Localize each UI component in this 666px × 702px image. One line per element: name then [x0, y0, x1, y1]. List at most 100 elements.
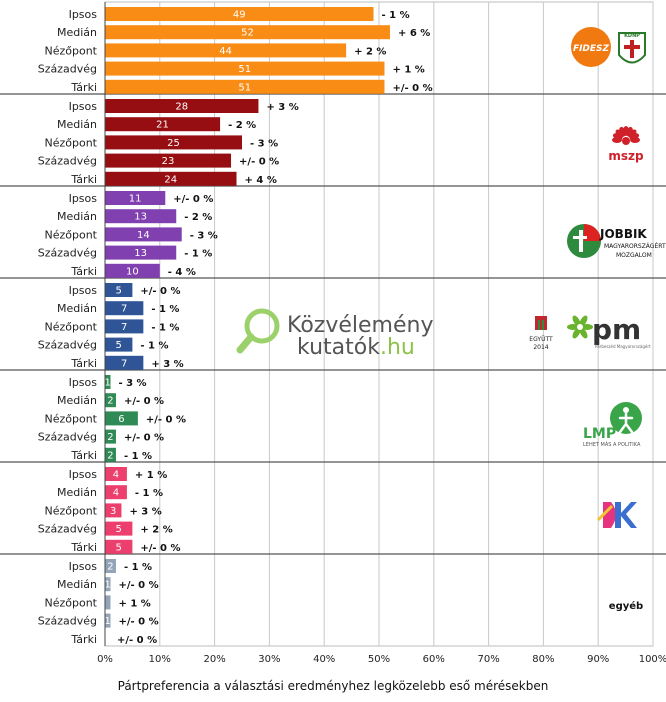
dk-logo-d — [603, 502, 616, 528]
change-label: +/- 0 % — [140, 543, 180, 554]
bar-value-label: 5 — [116, 286, 122, 297]
party-group: Ipsos 49 - 1 % Medián 52 + 6 % Nézőpont 44 + 2 %… — [38, 7, 433, 94]
watermark-text-3: .hu — [380, 335, 415, 360]
bar — [105, 25, 390, 40]
bar-value-label: 52 — [241, 28, 254, 39]
bar-value-label: 3 — [110, 506, 116, 517]
kdnp-cross-bar — [624, 45, 640, 49]
kdnp-logo-text: KDNP — [624, 33, 640, 39]
pollster-label: Nézőpont — [45, 320, 98, 333]
pollster-label: Tárki — [70, 173, 97, 186]
pm-logo-text: pm — [592, 313, 641, 346]
x-tick-label: 90% — [587, 654, 609, 665]
pm-leaf — [572, 315, 581, 327]
pollster-label: Ipsos — [69, 100, 98, 113]
egyutt-logo-stripe — [542, 320, 544, 330]
bar — [105, 227, 182, 242]
bar — [105, 503, 122, 518]
change-label: - 1 % — [382, 10, 410, 21]
change-label: - 1 % — [124, 562, 152, 573]
bar — [105, 153, 232, 168]
bar — [105, 117, 221, 132]
bar — [105, 7, 374, 21]
bars-layer: Ipsos 49- 1 %Medián 52 + 6 %Nézőpont 44 + 2 %… — [38, 7, 433, 646]
bar-value-label: 5 — [116, 542, 122, 553]
pollster-label: Medián — [57, 26, 97, 39]
change-label: +/- 0 % — [117, 635, 157, 646]
bar — [105, 521, 133, 536]
pm-leaf — [579, 327, 588, 339]
bar — [105, 559, 116, 573]
bar-value-label: 21 — [156, 120, 169, 131]
bar — [105, 355, 144, 370]
mszp-petal — [630, 137, 640, 143]
bar — [105, 135, 242, 150]
change-label: + 1 % — [118, 598, 150, 609]
bar-value-label: 13 — [134, 212, 147, 223]
jobbik-logo-subtext-1: MAGYARORSZÁGÉRT — [604, 242, 666, 250]
egyutt-logo-text: EGYÜTT — [529, 336, 553, 343]
pm-leaf — [567, 324, 579, 330]
pm-leaf — [581, 324, 593, 330]
x-tick-label: 100% — [639, 654, 666, 665]
bar-value-label: 10 — [126, 266, 139, 277]
change-label: +/- 0 % — [392, 83, 432, 94]
bar — [105, 447, 116, 462]
change-label: +/- 0 % — [118, 580, 158, 591]
dk-logo-k — [615, 502, 637, 528]
x-tick-label: 80% — [532, 654, 554, 665]
pollster-label: Nézőpont — [45, 136, 98, 149]
bar-value-label: 11 — [129, 194, 142, 205]
bar — [105, 61, 385, 76]
pollster-label: Tárki — [70, 449, 97, 462]
x-tick-label: 70% — [477, 654, 499, 665]
grid-lines — [0, 1, 666, 647]
bar — [105, 283, 133, 297]
bar — [105, 337, 133, 352]
x-tick-label: 50% — [368, 654, 390, 665]
pollster-label: Medián — [57, 302, 97, 315]
change-label: - 2 % — [184, 212, 212, 223]
pollster-label: Századvég — [38, 431, 97, 444]
x-tick-label: 40% — [313, 654, 335, 665]
change-label: +/- 0 % — [140, 286, 180, 297]
bar — [105, 191, 166, 205]
change-label: - 3 % — [190, 230, 218, 241]
pollster-label: Századvég — [38, 247, 97, 260]
bar-value-label: 24 — [164, 174, 177, 185]
jobbik-red-segment — [584, 224, 601, 241]
pollster-label: Ipsos — [69, 560, 98, 573]
pollster-label: Ipsos — [69, 284, 98, 297]
change-label: - 2 % — [228, 120, 256, 131]
bar-value-label: 51 — [238, 82, 251, 93]
bar-value-label: 49 — [233, 10, 246, 21]
pollster-label: Nézőpont — [45, 596, 98, 609]
change-label: +/- 0 % — [124, 433, 164, 444]
chart-title: Pártpreferencia a választási eredményhez… — [118, 679, 549, 693]
change-label: + 3 % — [129, 506, 161, 517]
bar-value-label: 4 — [113, 470, 119, 481]
bar — [105, 467, 127, 481]
bar-value-label: 1 — [105, 378, 111, 389]
bar-value-label: 23 — [162, 156, 175, 167]
bar — [105, 79, 385, 94]
change-label: + 2 % — [354, 46, 386, 57]
bar — [105, 411, 138, 426]
bar-value-label: 7 — [121, 322, 127, 333]
bar-value-label: 14 — [137, 230, 150, 241]
pollster-label: Medián — [57, 210, 97, 223]
bar — [105, 245, 177, 260]
bar-value-label: 2 — [107, 562, 113, 573]
bar — [105, 171, 237, 186]
egyutt-logo-icon — [535, 316, 547, 330]
jobbik-cross-bar — [573, 236, 587, 239]
pollster-label: Századvég — [38, 339, 97, 352]
bar — [105, 539, 133, 554]
change-label: +/- 0 % — [239, 157, 279, 168]
change-label: + 4 % — [245, 175, 277, 186]
pm-leaf — [579, 315, 588, 327]
pollster-label: Századvég — [38, 615, 97, 628]
